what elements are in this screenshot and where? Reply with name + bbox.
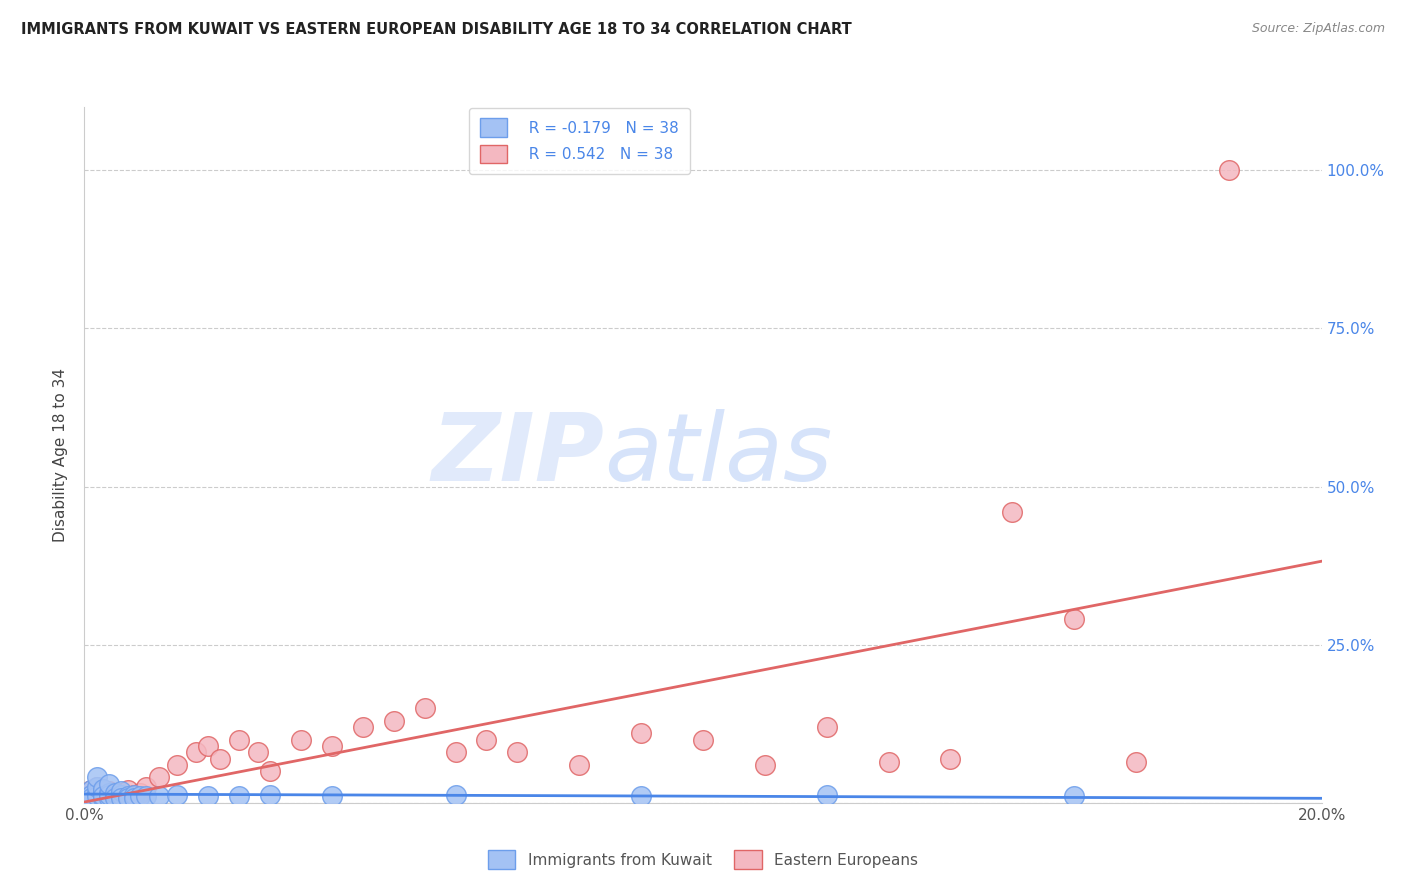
Point [91, 784, 114, 798]
Point [122, 788, 145, 802]
Point [148, 771, 170, 785]
Point [413, 701, 436, 715]
Point [135, 789, 157, 804]
Point [197, 739, 219, 753]
Point [98, 777, 121, 791]
Point [117, 790, 139, 805]
Point [86, 780, 108, 794]
Point [79, 783, 101, 797]
Point [86, 789, 108, 804]
Point [104, 790, 127, 805]
Text: ZIP: ZIP [432, 409, 605, 501]
Point [104, 786, 127, 800]
Point [630, 726, 652, 740]
Text: Source: ZipAtlas.com: Source: ZipAtlas.com [1251, 22, 1385, 36]
Point [98, 784, 121, 798]
Point [86, 786, 108, 800]
Point [79, 788, 101, 802]
Point [1001, 505, 1024, 519]
Point [754, 757, 776, 772]
Point [1218, 163, 1240, 178]
Point [104, 789, 127, 804]
Point [475, 732, 498, 747]
Point [228, 732, 250, 747]
Point [91, 789, 114, 804]
Point [135, 780, 157, 794]
Point [1063, 789, 1085, 804]
Point [98, 788, 121, 802]
Point [259, 788, 281, 802]
Point [197, 789, 219, 804]
Text: atlas: atlas [605, 409, 832, 500]
Point [79, 783, 101, 797]
Point [382, 714, 405, 728]
Point [117, 783, 139, 797]
Point [98, 786, 121, 800]
Point [91, 786, 114, 800]
Point [79, 790, 101, 805]
Point [444, 745, 467, 759]
Point [110, 784, 132, 798]
Point [148, 789, 170, 804]
Point [352, 720, 374, 734]
Point [86, 771, 108, 785]
Point [98, 790, 121, 805]
Point [166, 757, 188, 772]
Point [209, 751, 232, 765]
Text: IMMIGRANTS FROM KUWAIT VS EASTERN EUROPEAN DISABILITY AGE 18 TO 34 CORRELATION C: IMMIGRANTS FROM KUWAIT VS EASTERN EUROPE… [21, 22, 852, 37]
Point [122, 788, 145, 802]
Point [129, 786, 152, 800]
Point [815, 720, 838, 734]
Point [110, 790, 132, 805]
Point [630, 789, 652, 804]
Point [321, 789, 343, 804]
Point [91, 781, 114, 796]
Point [290, 732, 312, 747]
Point [104, 789, 127, 804]
Point [166, 788, 188, 802]
Point [117, 789, 139, 804]
Point [506, 745, 529, 759]
Point [259, 764, 281, 779]
Point [91, 790, 114, 805]
Point [79, 788, 101, 802]
Point [86, 780, 108, 794]
Point [129, 789, 152, 804]
Point [228, 789, 250, 804]
Point [184, 745, 207, 759]
Point [1125, 755, 1147, 769]
Point [1063, 612, 1085, 626]
Point [568, 757, 591, 772]
Point [939, 751, 962, 765]
Point [321, 739, 343, 753]
Point [91, 788, 114, 802]
Point [692, 732, 714, 747]
Legend: Immigrants from Kuwait, Eastern Europeans: Immigrants from Kuwait, Eastern European… [482, 845, 924, 875]
Point [110, 788, 132, 802]
Point [877, 755, 900, 769]
Point [815, 788, 838, 802]
Point [444, 788, 467, 802]
Point [246, 745, 269, 759]
Y-axis label: Disability Age 18 to 34: Disability Age 18 to 34 [53, 368, 69, 542]
Point [122, 790, 145, 805]
Point [110, 786, 132, 800]
